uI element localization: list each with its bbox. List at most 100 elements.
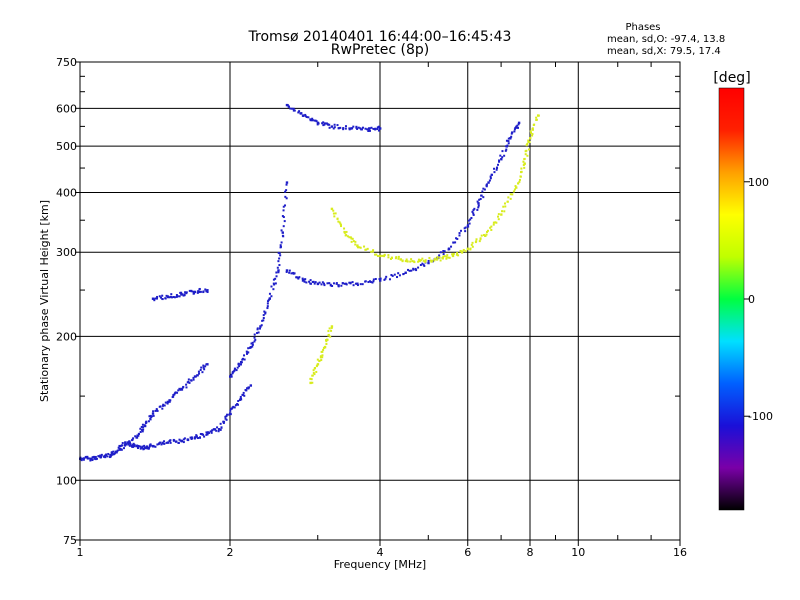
x-tick-label: 10 bbox=[571, 546, 585, 559]
trace-dot bbox=[81, 457, 84, 460]
trace-dot bbox=[428, 256, 431, 259]
trace-dot bbox=[447, 256, 450, 259]
trace-dot bbox=[376, 127, 379, 130]
trace-dot bbox=[459, 250, 462, 253]
trace-dot bbox=[206, 291, 209, 294]
trace-dot bbox=[326, 338, 329, 341]
trace-dot bbox=[485, 184, 488, 187]
trace-dot bbox=[178, 295, 181, 298]
trace-dot bbox=[372, 250, 375, 253]
grid-lines bbox=[80, 62, 680, 540]
trace-dot bbox=[173, 296, 176, 299]
trace-dot bbox=[247, 351, 250, 354]
trace-dot bbox=[258, 327, 261, 330]
trace-dot bbox=[211, 429, 214, 432]
trace-dot bbox=[321, 281, 324, 284]
trace-dot bbox=[307, 116, 310, 119]
trace-dot bbox=[204, 288, 207, 291]
trace-dot bbox=[505, 139, 508, 142]
trace-dot bbox=[302, 114, 305, 117]
trace-dot bbox=[471, 241, 474, 244]
trace-dot bbox=[105, 453, 108, 456]
trace-dot bbox=[256, 332, 259, 335]
trace-dot bbox=[469, 218, 472, 221]
trace-dot bbox=[372, 278, 375, 281]
trace-dot bbox=[513, 188, 516, 191]
trace-dot bbox=[247, 386, 250, 389]
trace-dot bbox=[421, 262, 424, 265]
trace-dot bbox=[202, 366, 205, 369]
trace-dot bbox=[433, 257, 436, 260]
data-points bbox=[79, 103, 540, 462]
trace-dot bbox=[329, 335, 332, 338]
trace-dot bbox=[309, 279, 312, 282]
trace-dot bbox=[511, 131, 514, 134]
x-tick-label: 4 bbox=[377, 546, 384, 559]
trace-dot bbox=[156, 295, 159, 298]
trace-dot bbox=[483, 188, 486, 191]
trace-dot bbox=[384, 277, 387, 280]
trace-dot bbox=[333, 215, 336, 218]
data-point bbox=[427, 261, 430, 265]
trace-dot bbox=[448, 256, 451, 259]
trace-dot bbox=[85, 456, 88, 459]
trace-dot bbox=[192, 376, 195, 379]
trace-dot bbox=[314, 281, 317, 284]
trace-dot bbox=[284, 204, 287, 207]
trace-dot bbox=[503, 154, 506, 157]
trace-dot bbox=[459, 229, 462, 232]
trace-dot bbox=[311, 119, 314, 122]
trace-dot bbox=[285, 270, 288, 273]
trace-dot bbox=[383, 255, 386, 258]
trace-dot bbox=[298, 276, 301, 279]
trace-dot bbox=[330, 326, 333, 329]
trace-dot bbox=[339, 223, 342, 226]
trace-dot bbox=[230, 373, 233, 376]
trace-dot bbox=[172, 295, 175, 298]
trace-dot bbox=[438, 254, 441, 257]
trace-dot bbox=[205, 431, 208, 434]
trace-dot bbox=[203, 435, 206, 438]
trace-dot bbox=[290, 272, 293, 275]
trace-dot bbox=[156, 443, 159, 446]
trace-dot bbox=[489, 226, 492, 229]
trace-dot bbox=[98, 455, 101, 458]
data-point bbox=[239, 363, 242, 366]
trace-dot bbox=[158, 405, 161, 408]
trace-dot bbox=[328, 327, 331, 330]
trace-dot bbox=[162, 442, 165, 445]
trace-dot bbox=[318, 281, 321, 284]
trace-dot bbox=[293, 272, 296, 275]
trace-dot bbox=[309, 282, 312, 285]
trace-dot bbox=[145, 420, 148, 423]
trace-dot bbox=[346, 235, 349, 238]
trace-dot bbox=[123, 444, 126, 447]
trace-dot bbox=[157, 443, 160, 446]
trace-dot bbox=[141, 445, 144, 448]
trace-dot bbox=[328, 126, 331, 129]
data-point bbox=[484, 234, 487, 237]
trace-dot bbox=[194, 375, 197, 378]
trace-dot bbox=[397, 255, 400, 258]
trace-dot bbox=[323, 122, 326, 125]
trace-dot bbox=[489, 175, 492, 178]
trace-dot bbox=[327, 333, 330, 336]
trace-dot bbox=[452, 241, 455, 244]
trace-dot bbox=[277, 260, 280, 263]
data-point bbox=[477, 202, 480, 205]
trace-dot bbox=[333, 126, 336, 129]
trace-dot bbox=[502, 205, 505, 208]
trace-dot bbox=[195, 434, 198, 437]
trace-dot bbox=[469, 247, 472, 250]
trace-dot bbox=[454, 241, 457, 244]
trace-dot bbox=[461, 250, 464, 253]
trace-dot bbox=[332, 212, 335, 215]
trace-dot bbox=[253, 333, 256, 336]
trace-dot bbox=[180, 387, 183, 390]
trace-dot bbox=[99, 454, 102, 457]
trace-dot bbox=[243, 358, 246, 361]
trace-dot bbox=[408, 269, 411, 272]
trace-dot bbox=[313, 367, 316, 370]
data-point bbox=[356, 244, 359, 247]
